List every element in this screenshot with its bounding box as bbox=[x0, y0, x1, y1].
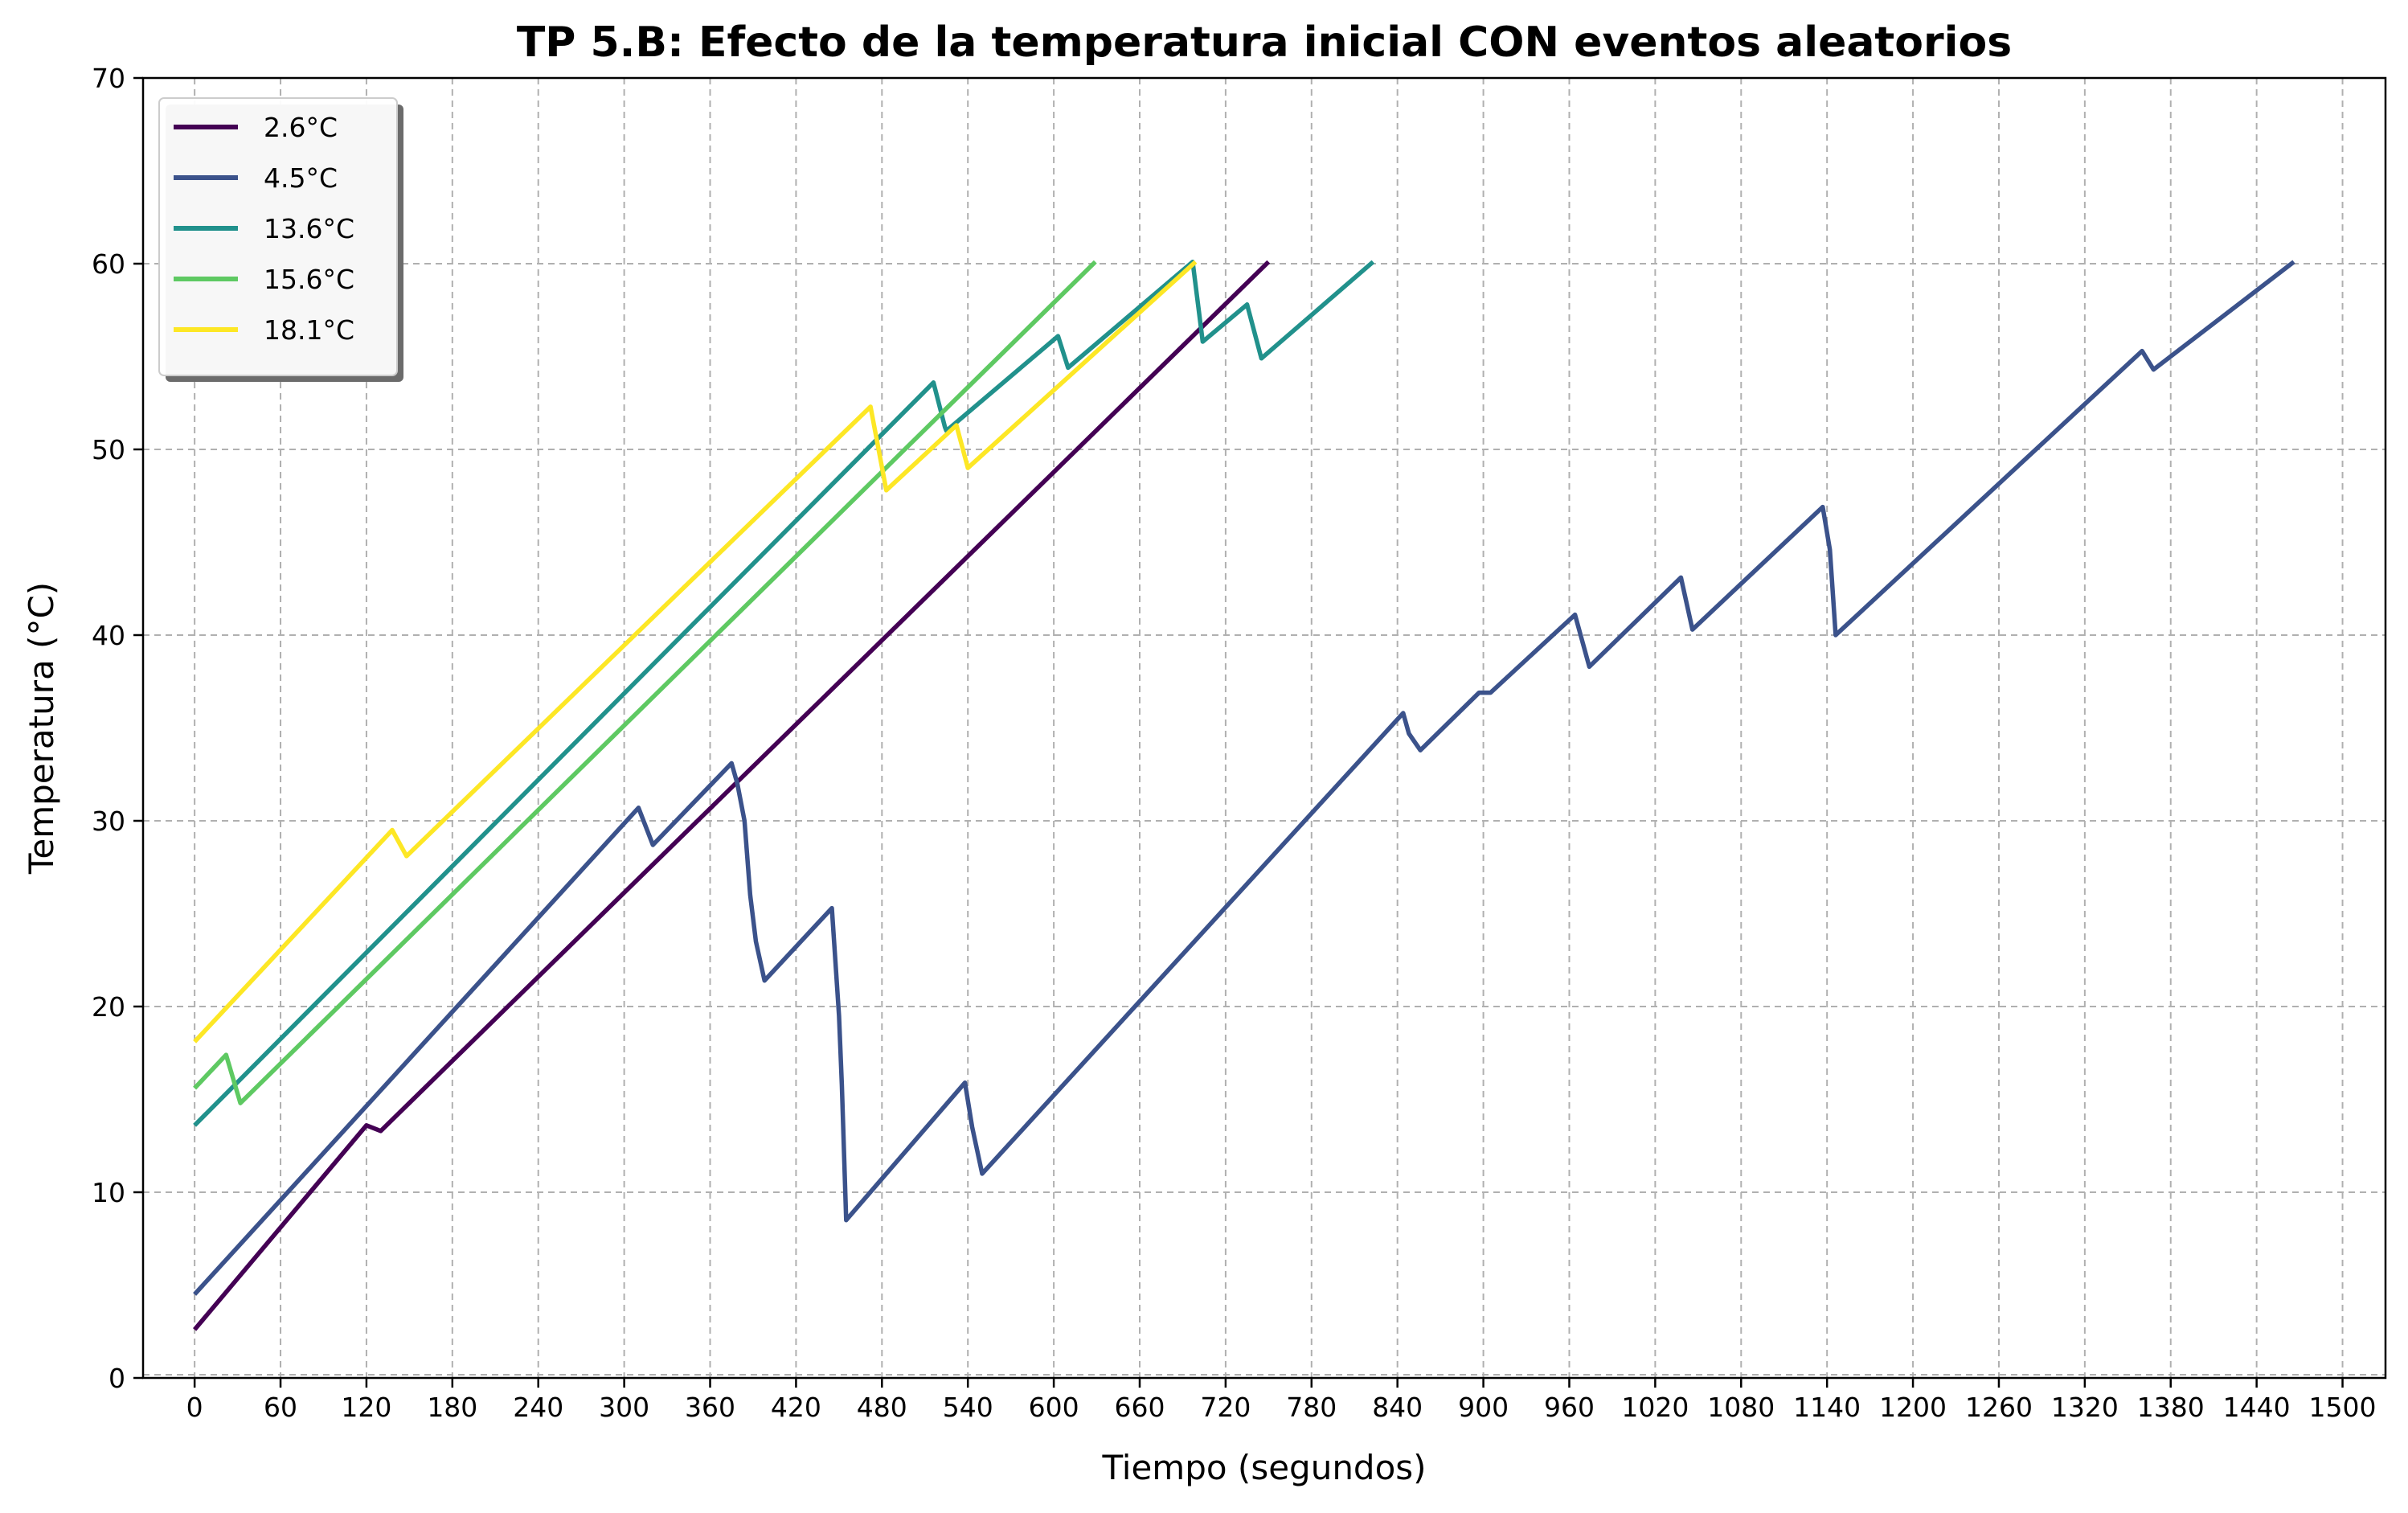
y-tick-label: 50 bbox=[92, 434, 125, 465]
grid bbox=[143, 78, 2385, 1378]
x-tick-label: 180 bbox=[427, 1392, 477, 1423]
x-tick-label: 480 bbox=[857, 1392, 907, 1423]
x-tick-label: 720 bbox=[1200, 1392, 1251, 1423]
x-tick-label: 1020 bbox=[1621, 1392, 1689, 1423]
x-tick-label: 1260 bbox=[1965, 1392, 2033, 1423]
x-tick-label: 900 bbox=[1458, 1392, 1509, 1423]
y-tick-label: 10 bbox=[92, 1177, 125, 1208]
y-tick-label: 30 bbox=[92, 806, 125, 837]
x-tick-label: 360 bbox=[685, 1392, 735, 1423]
chart-title: TP 5.B: Efecto de la temperatura inicial… bbox=[517, 18, 2012, 67]
y-tick-label: 70 bbox=[92, 63, 125, 94]
legend-label-2: 13.6°C bbox=[264, 213, 354, 244]
x-tick-label: 1080 bbox=[1707, 1392, 1775, 1423]
legend-label-3: 15.6°C bbox=[264, 264, 354, 295]
y-tick-label: 20 bbox=[92, 991, 125, 1023]
x-tick-label: 0 bbox=[186, 1392, 203, 1423]
x-tick-label: 960 bbox=[1544, 1392, 1595, 1423]
ticks: 0 60 120 180 240 300 360 420 480 540 600 660 720 780 8… bbox=[92, 63, 2377, 1423]
x-tick-label: 1440 bbox=[2223, 1392, 2291, 1423]
series-line-4 bbox=[193, 260, 1198, 1044]
series-line-1 bbox=[193, 260, 2295, 1296]
x-tick-label: 60 bbox=[264, 1392, 297, 1423]
x-tick-label: 1200 bbox=[1879, 1392, 1947, 1423]
y-tick-label: 40 bbox=[92, 620, 125, 651]
x-tick-label: 660 bbox=[1115, 1392, 1165, 1423]
x-tick-label: 1140 bbox=[1793, 1392, 1861, 1423]
x-tick-label: 240 bbox=[513, 1392, 563, 1423]
legend: 2.6°C 4.5°C 13.6°C 15.6°C 18.1°C bbox=[158, 97, 403, 382]
legend-box bbox=[158, 97, 398, 376]
legend-label-4: 18.1°C bbox=[264, 314, 354, 346]
x-tick-label: 780 bbox=[1286, 1392, 1337, 1423]
x-tick-label: 540 bbox=[943, 1392, 993, 1423]
y-axis-label: Temperatura (°C) bbox=[22, 582, 61, 875]
legend-label-1: 4.5°C bbox=[264, 162, 338, 194]
series-line-0 bbox=[192, 260, 1271, 1331]
y-tick-label: 60 bbox=[92, 248, 125, 280]
x-tick-label: 300 bbox=[599, 1392, 649, 1423]
x-tick-label: 1320 bbox=[2051, 1392, 2119, 1423]
x-tick-label: 600 bbox=[1029, 1392, 1079, 1423]
x-tick-label: 1500 bbox=[2309, 1392, 2377, 1423]
x-tick-label: 120 bbox=[341, 1392, 391, 1423]
y-tick-label: 0 bbox=[109, 1363, 125, 1394]
x-tick-label: 420 bbox=[771, 1392, 821, 1423]
x-tick-label: 1380 bbox=[2137, 1392, 2205, 1423]
series-line-3 bbox=[193, 260, 1097, 1105]
plot-frame bbox=[141, 76, 2387, 1380]
x-axis-label: Tiempo (segundos) bbox=[1101, 1448, 1426, 1487]
series-layer bbox=[192, 259, 2295, 1331]
x-tick-label: 840 bbox=[1372, 1392, 1423, 1423]
legend-label-0: 2.6°C bbox=[264, 112, 338, 143]
